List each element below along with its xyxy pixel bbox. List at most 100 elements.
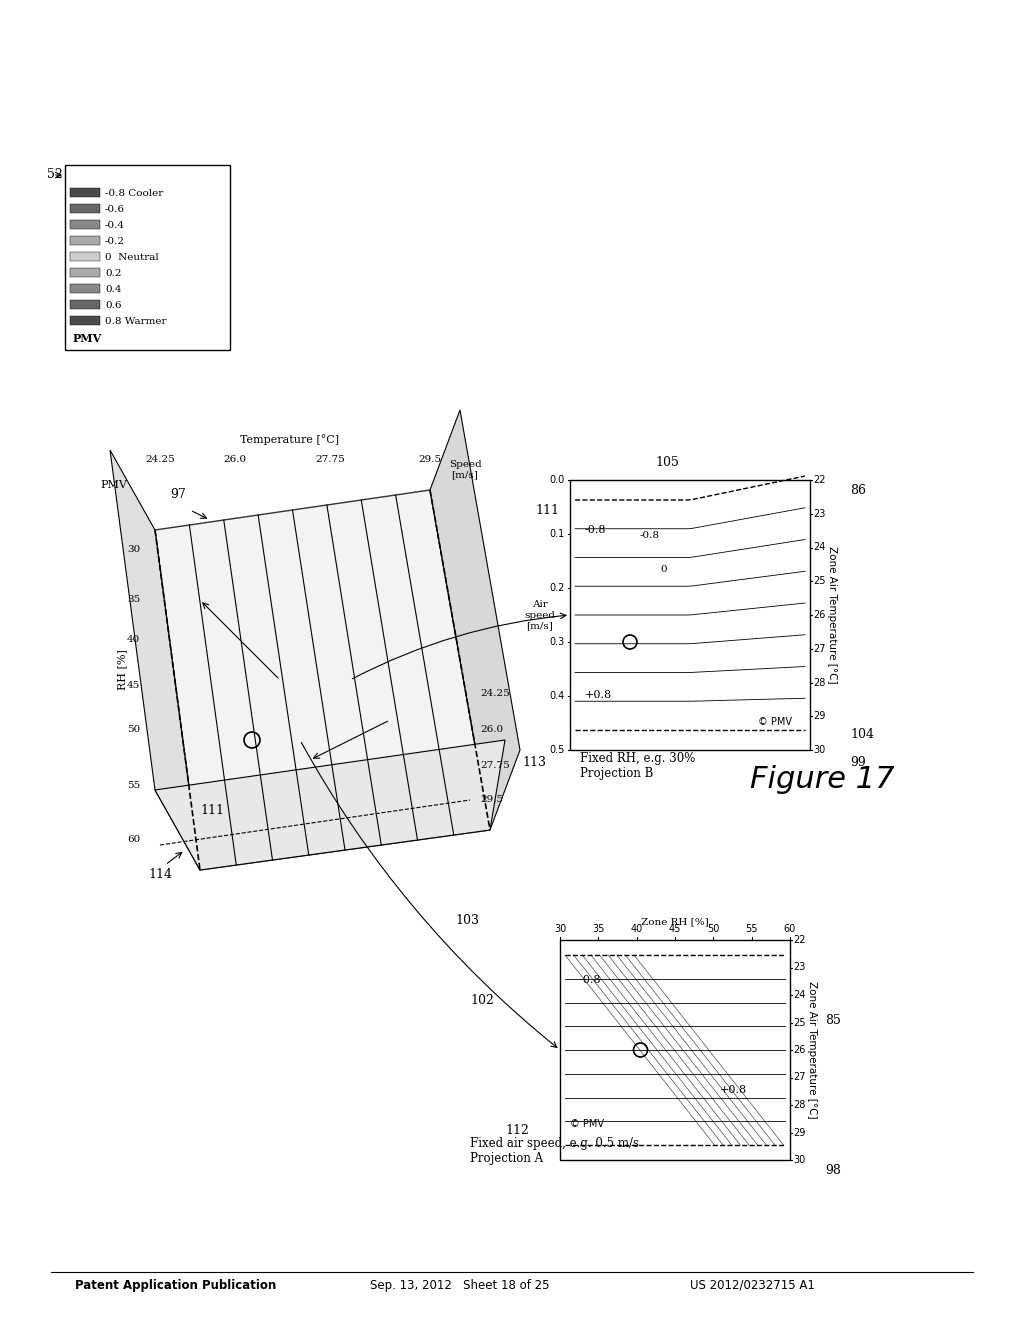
Text: PMV: PMV xyxy=(100,480,127,490)
Text: US 2012/0232715 A1: US 2012/0232715 A1 xyxy=(690,1279,815,1291)
Text: PMV: PMV xyxy=(73,333,102,343)
Text: 0  Neutral: 0 Neutral xyxy=(105,252,159,261)
Bar xyxy=(70,284,100,293)
Text: -0.6: -0.6 xyxy=(105,205,125,214)
Text: 27: 27 xyxy=(793,1072,806,1082)
Text: 0.1: 0.1 xyxy=(550,529,565,539)
Text: 60: 60 xyxy=(127,836,140,845)
Text: 29.5: 29.5 xyxy=(419,455,441,465)
Text: +0.8: +0.8 xyxy=(585,690,612,700)
Text: Temperature [°C]: Temperature [°C] xyxy=(241,434,340,445)
Text: 40: 40 xyxy=(127,635,140,644)
Bar xyxy=(570,480,810,750)
Text: 29: 29 xyxy=(813,711,825,721)
Text: 0.4: 0.4 xyxy=(105,285,122,293)
Text: 99: 99 xyxy=(850,755,865,768)
FancyBboxPatch shape xyxy=(753,706,802,738)
Text: 26.0: 26.0 xyxy=(480,726,503,734)
Text: 28: 28 xyxy=(793,1100,805,1110)
Text: 0.8 Warmer: 0.8 Warmer xyxy=(105,317,167,326)
Bar xyxy=(560,940,790,1160)
Text: -0.8: -0.8 xyxy=(585,525,606,535)
Bar xyxy=(70,187,100,197)
Text: 27: 27 xyxy=(813,644,825,653)
Text: 114: 114 xyxy=(148,869,172,882)
Text: 24.25: 24.25 xyxy=(480,689,510,697)
Text: 22: 22 xyxy=(813,475,825,484)
Bar xyxy=(70,236,100,246)
Text: 103: 103 xyxy=(455,913,479,927)
Text: 112: 112 xyxy=(505,1123,528,1137)
Text: Zone RH [%]: Zone RH [%] xyxy=(641,917,709,927)
Bar xyxy=(70,300,100,309)
Text: 0.0: 0.0 xyxy=(550,475,565,484)
Text: 27.75: 27.75 xyxy=(480,760,510,770)
Bar xyxy=(70,252,100,261)
Text: 86: 86 xyxy=(850,483,866,496)
Bar xyxy=(70,220,100,228)
Text: Speed
[m/s]: Speed [m/s] xyxy=(449,461,481,479)
Text: 55: 55 xyxy=(127,780,140,789)
Text: Fixed air speed, e.g. 0.5 m/s
Projection A: Fixed air speed, e.g. 0.5 m/s Projection… xyxy=(470,1137,639,1166)
Text: 24.25: 24.25 xyxy=(145,455,175,465)
Text: Sep. 13, 2012   Sheet 18 of 25: Sep. 13, 2012 Sheet 18 of 25 xyxy=(370,1279,550,1291)
Text: 113: 113 xyxy=(522,755,546,768)
Text: 26.0: 26.0 xyxy=(223,455,247,465)
Text: 26: 26 xyxy=(813,610,825,620)
Text: 30: 30 xyxy=(793,1155,805,1166)
Text: 60: 60 xyxy=(784,924,796,935)
Text: © PMV: © PMV xyxy=(758,717,792,727)
Text: 111: 111 xyxy=(200,804,224,817)
Text: 45: 45 xyxy=(669,924,681,935)
Text: Zone Air Temperature [°C]: Zone Air Temperature [°C] xyxy=(827,546,837,684)
Text: 24: 24 xyxy=(793,990,805,1001)
Text: 98: 98 xyxy=(825,1163,841,1176)
Text: 23: 23 xyxy=(813,508,825,519)
Text: 23: 23 xyxy=(793,962,805,973)
Text: 30: 30 xyxy=(813,744,825,755)
Text: -0.8: -0.8 xyxy=(640,531,660,540)
Text: 105: 105 xyxy=(655,455,679,469)
Text: 0.5: 0.5 xyxy=(550,744,565,755)
Text: 25: 25 xyxy=(813,577,825,586)
Text: -0.8 Cooler: -0.8 Cooler xyxy=(105,189,163,198)
Text: 0: 0 xyxy=(660,565,667,574)
Text: 27.75: 27.75 xyxy=(315,455,345,465)
Text: 104: 104 xyxy=(850,729,874,742)
Text: RH [%]: RH [%] xyxy=(117,649,127,690)
Text: 24: 24 xyxy=(813,543,825,553)
Polygon shape xyxy=(155,741,505,870)
Text: © PMV: © PMV xyxy=(570,1119,604,1129)
Text: Air
speed
[m/s]: Air speed [m/s] xyxy=(524,601,555,630)
Text: 30: 30 xyxy=(127,545,140,554)
Polygon shape xyxy=(155,490,490,870)
Text: Zone Air Temperature [°C]: Zone Air Temperature [°C] xyxy=(807,981,817,1119)
Text: 0.3: 0.3 xyxy=(550,638,565,647)
Text: 0.2: 0.2 xyxy=(105,268,122,277)
Text: 29.5: 29.5 xyxy=(480,796,503,804)
Text: 0.2: 0.2 xyxy=(550,583,565,593)
Text: 85: 85 xyxy=(825,1014,841,1027)
Text: 0.6: 0.6 xyxy=(105,301,122,309)
Text: Fixed RH, e.g. 30%
Projection B: Fixed RH, e.g. 30% Projection B xyxy=(580,752,695,780)
Text: 102: 102 xyxy=(470,994,494,1006)
Text: Patent Application Publication: Patent Application Publication xyxy=(75,1279,276,1291)
Text: 50: 50 xyxy=(708,924,720,935)
Bar xyxy=(70,315,100,325)
Text: 111: 111 xyxy=(535,503,559,516)
Text: 29: 29 xyxy=(793,1127,805,1138)
Text: 28: 28 xyxy=(813,677,825,688)
Text: 22: 22 xyxy=(793,935,806,945)
Text: 26: 26 xyxy=(793,1045,805,1055)
Text: 30: 30 xyxy=(554,924,566,935)
Polygon shape xyxy=(430,411,520,830)
Text: 25: 25 xyxy=(793,1018,806,1027)
Text: Figure 17: Figure 17 xyxy=(750,766,895,795)
Text: -0.2: -0.2 xyxy=(105,236,125,246)
Text: 45: 45 xyxy=(127,681,140,689)
Text: 52: 52 xyxy=(47,169,62,181)
Text: 97: 97 xyxy=(170,488,185,502)
Text: 55: 55 xyxy=(745,924,758,935)
Text: 35: 35 xyxy=(127,595,140,605)
Bar xyxy=(70,268,100,277)
